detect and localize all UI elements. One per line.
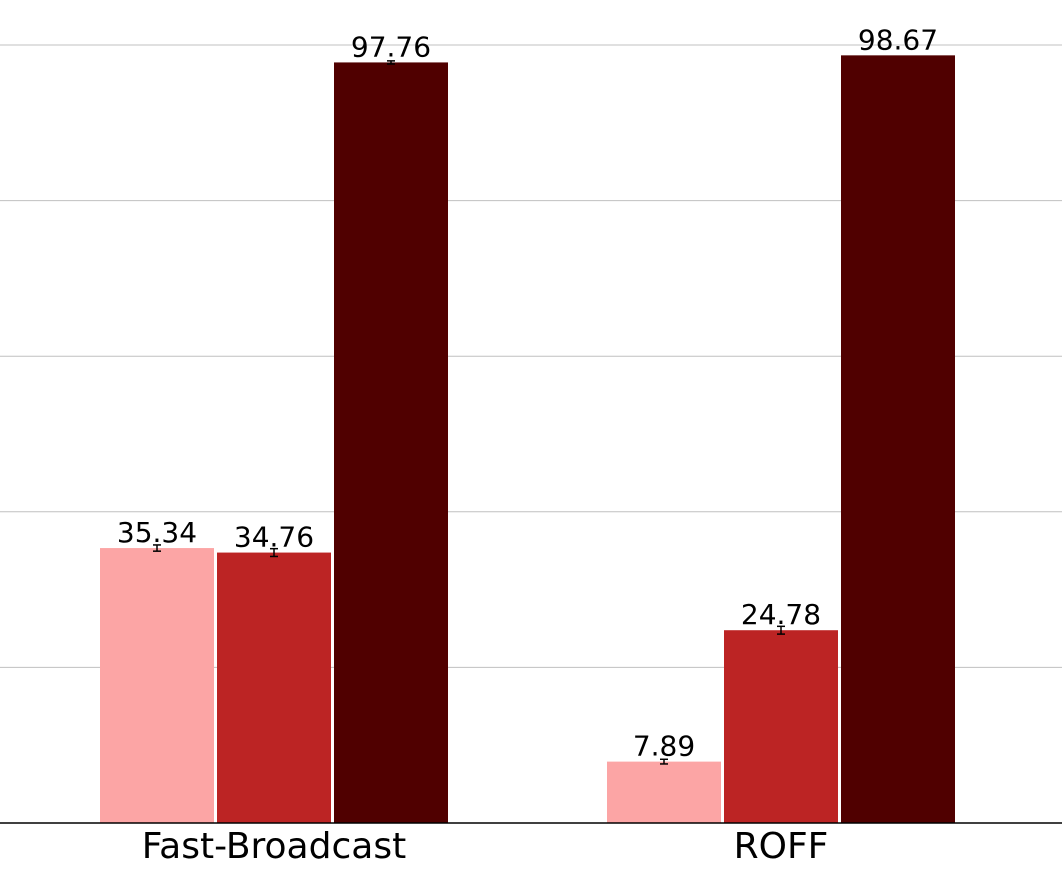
bar-roff-2 — [724, 630, 838, 823]
data-label: 34.76 — [234, 521, 314, 554]
data-label: 98.67 — [858, 23, 938, 56]
data-labels-group: 35.34 7.89 34.76 24.78 97.76 98.67 — [117, 23, 938, 762]
bars-group — [100, 55, 955, 824]
x-tick-label: ROFF — [734, 826, 829, 867]
data-label: 7.89 — [633, 730, 695, 763]
data-label: 97.76 — [351, 30, 431, 63]
bar-roff-1 — [607, 761, 721, 823]
x-tick-labels: Fast-Broadcast ROFF — [142, 826, 829, 867]
bar-fast-broadcast-2 — [217, 552, 331, 823]
bar-fast-broadcast-1 — [100, 548, 214, 823]
x-tick-label: Fast-Broadcast — [142, 826, 406, 867]
data-label: 24.78 — [741, 598, 821, 631]
data-label: 35.34 — [117, 516, 197, 549]
bar-fast-broadcast-3 — [334, 62, 448, 824]
bar-roff-3 — [841, 55, 955, 823]
